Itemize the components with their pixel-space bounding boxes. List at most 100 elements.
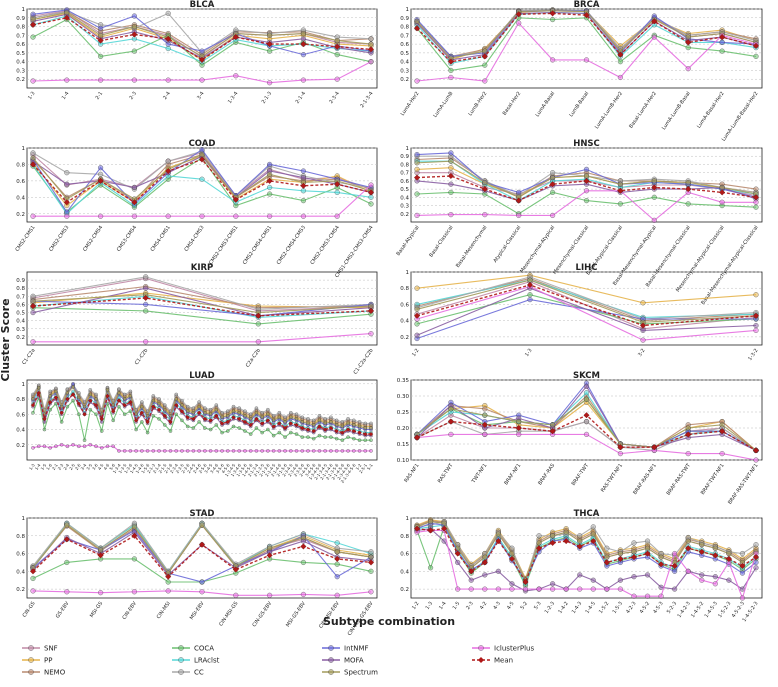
data-point (352, 418, 356, 423)
data-point (306, 421, 310, 426)
series-mean (30, 390, 374, 437)
x-tick-label: 1-4-5 (129, 462, 139, 474)
x-tick-label: CMS2-CMS1 (14, 225, 36, 253)
x-tick-label: 2-5 (68, 462, 76, 471)
x-tick-label: Atypical-Classical (492, 225, 522, 264)
data-point (685, 201, 691, 207)
series-snf (30, 275, 374, 314)
panel-title: KIRP (191, 263, 214, 273)
legend-marker (28, 645, 34, 651)
data-point (265, 418, 271, 423)
data-point (583, 383, 590, 389)
x-tick-label: 4-2 (479, 601, 489, 611)
data-point (48, 446, 52, 450)
data-point (64, 77, 70, 83)
data-point (42, 444, 47, 449)
data-point (340, 449, 345, 453)
data-point (482, 431, 488, 437)
data-point (117, 391, 121, 395)
data-point (98, 590, 104, 596)
data-point (334, 549, 340, 555)
x-tick-label: RAS-NF1 (403, 463, 420, 484)
data-point (334, 76, 340, 82)
legend-item-intnmf: IntNMF (322, 645, 369, 653)
data-point (289, 411, 293, 415)
data-point (651, 217, 657, 223)
data-point (685, 451, 691, 457)
data-point (267, 80, 273, 86)
panel-title: THCA (574, 509, 600, 519)
data-point (300, 41, 307, 48)
data-point (583, 177, 590, 184)
x-tick-label: 1-5-6 (140, 462, 150, 474)
y-tick-label: 0.2 (400, 587, 409, 593)
data-point (685, 179, 691, 186)
data-point (583, 396, 590, 402)
data-point (448, 67, 454, 73)
y-tick-label: 0.35 (397, 378, 410, 384)
data-point (64, 522, 70, 528)
data-point (266, 449, 270, 453)
data-point (93, 402, 99, 408)
data-point (48, 394, 52, 398)
data-point (165, 588, 171, 594)
data-point (658, 554, 664, 560)
data-point (289, 449, 293, 453)
legend-marker (478, 645, 484, 651)
y-tick-label: 0.6 (16, 552, 25, 558)
panel-frame (26, 8, 378, 89)
data-point (199, 522, 205, 528)
data-point (306, 417, 310, 421)
series-iclusterplus (30, 59, 374, 86)
data-point (30, 213, 36, 219)
y-tick-label: 0.20 (397, 426, 410, 432)
data-point (300, 31, 306, 37)
panel-title: LIHC (576, 263, 598, 273)
data-point (233, 213, 239, 219)
data-point (77, 391, 81, 395)
data-point (357, 430, 362, 435)
x-tick-label: 2-4-6 (192, 462, 202, 474)
data-point (516, 431, 522, 437)
data-point (267, 545, 273, 551)
x-tick-label: 2-5-1 (358, 462, 368, 474)
y-tick-label: 0.2 (16, 335, 25, 341)
data-point (191, 449, 196, 453)
data-point (131, 213, 137, 219)
data-point (739, 570, 745, 576)
data-point (719, 428, 726, 435)
data-point (214, 423, 219, 427)
y-tick-label: 0.2 (16, 443, 25, 449)
series-line (416, 279, 757, 323)
data-point (495, 568, 501, 574)
data-point (29, 568, 37, 575)
data-point (267, 48, 273, 54)
data-point (157, 401, 161, 406)
data-point (105, 444, 110, 449)
panel-title: HNSC (573, 139, 600, 149)
data-point (232, 34, 239, 41)
data-point (583, 390, 590, 396)
x-tick-label: LumA-LumB (432, 90, 454, 118)
series-cc (30, 9, 374, 56)
data-point (340, 438, 345, 442)
data-point (346, 417, 350, 421)
data-point (367, 307, 375, 314)
data-point (151, 394, 156, 398)
data-point (226, 429, 230, 433)
panel-title: COAD (189, 139, 216, 149)
x-tick-label: 1-4 (61, 91, 71, 101)
data-point (140, 449, 144, 453)
x-tick-label: 2-3-5 (175, 462, 185, 474)
data-point (334, 592, 340, 598)
data-point (117, 404, 121, 409)
data-point (329, 449, 333, 453)
panel-frame (26, 517, 378, 599)
x-axis-label: Subtype combination (323, 615, 455, 628)
data-point (414, 285, 420, 291)
data-point (583, 173, 590, 179)
data-point (180, 418, 184, 423)
data-point (640, 327, 646, 333)
x-tick-label: 4-5 (97, 462, 105, 471)
data-point (752, 447, 760, 454)
